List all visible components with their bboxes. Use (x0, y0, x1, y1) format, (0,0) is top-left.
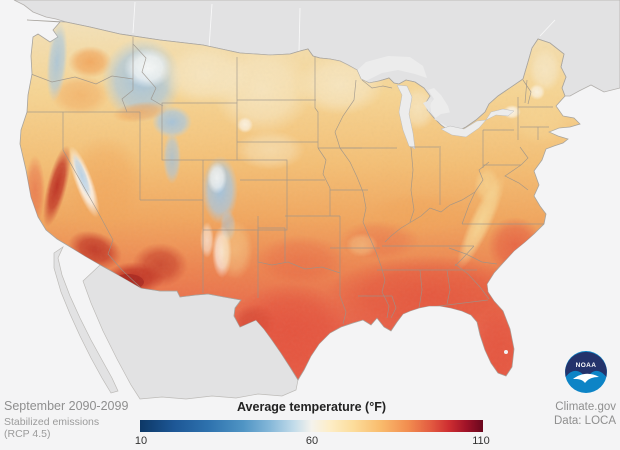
lake-okeechobee (504, 350, 508, 354)
lake-michigan (396, 84, 416, 150)
colorbar-tick-max: 110 (472, 435, 490, 447)
great-lakes (396, 84, 515, 354)
lake-superior (352, 56, 427, 84)
saginaw-bay (423, 99, 432, 112)
legend-title: Average temperature (°F) (236, 400, 387, 414)
credits: Climate.gov Data: LOCA (554, 401, 616, 428)
colorbar-tick-mid: 60 (305, 435, 319, 447)
credit-data: Data: LOCA (554, 414, 616, 427)
lake-ontario (485, 108, 515, 121)
canada-province-borders (132, 1, 556, 53)
credit-source: Climate.gov (555, 401, 616, 413)
baja-california (53, 246, 119, 394)
state-borders (27, 37, 553, 325)
period-label: September 2090-2099 (4, 399, 129, 413)
noaa-logo: NOAA (565, 351, 607, 393)
colorbar (140, 420, 483, 432)
colorbar-tick-min: 10 (134, 435, 148, 447)
ontario-peninsula (434, 112, 476, 127)
noaa-logo-text: NOAA (576, 362, 597, 369)
noaa-logo-gull-icon (573, 373, 599, 383)
scenario-label: Stabilized emissions (4, 416, 100, 428)
noaa-logo-dark-field (565, 351, 607, 379)
scenario-rcp-label: (RCP 4.5) (4, 428, 51, 440)
